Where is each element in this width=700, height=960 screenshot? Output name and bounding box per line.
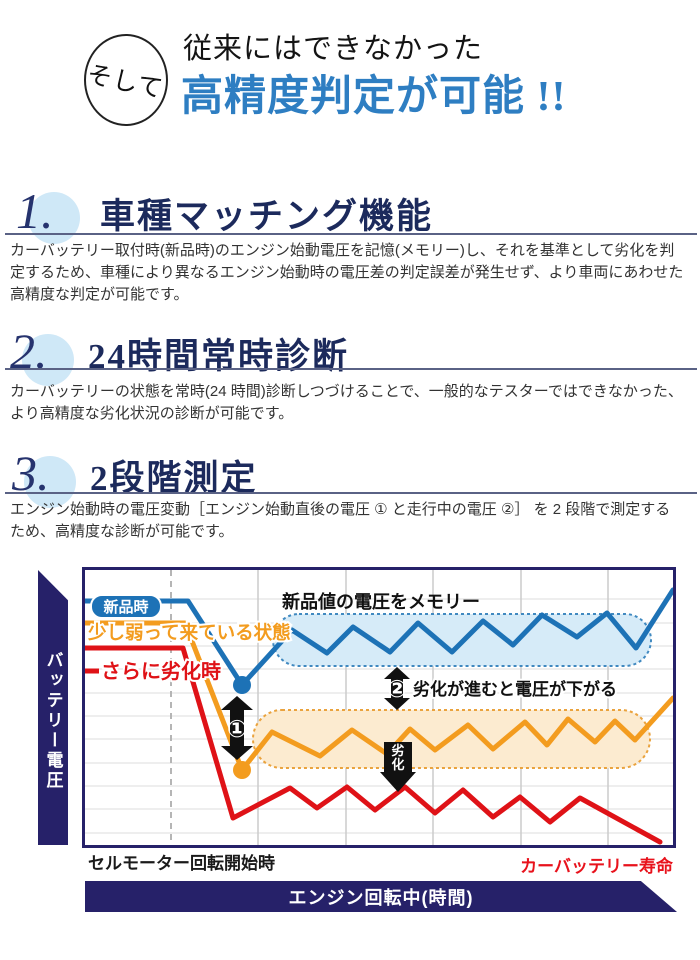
arrow2-double-arrow-icon [384,667,410,710]
series-line-weak [85,620,673,773]
series-line-degraded [85,645,663,845]
section1-body: カーバッテリー取付時(新品時)のエンジン始動電圧を記憶(メモリー)し、それを基準… [10,242,684,303]
decline-arrow-label: 劣化 [391,743,404,772]
soshite-circle: そして [84,34,168,126]
arrow1-label: ① [227,716,247,743]
arrow1-double-arrow-icon [221,696,253,760]
memory-note: 新品値の電圧をメモリー [282,591,480,612]
decline-arrow-box [384,742,412,772]
marker-weak [233,761,251,779]
legend-badge-new [90,594,162,619]
arrow2-label: ② [387,676,407,703]
y-axis-banner: バッテリー電圧 [38,570,68,845]
legend-label-degraded: さらに劣化時 [101,659,221,683]
series-line-new [85,587,673,688]
section3-rule [5,492,697,494]
soshite-label: そして [84,61,167,104]
x-axis-banner: エンジン回転中(時間) [85,881,677,912]
marker-new [233,676,251,694]
x-start-label: セルモーター回転開始時 [88,854,275,873]
section3-number-circle [24,456,76,508]
arrow2-note: 劣化が進むと電圧が下がる [413,679,617,699]
section2-body: カーバッテリーの状態を常時(24 時間)診断しつづけることで、一般的なテスターで… [10,383,683,422]
section2-heading: 24時間常時診断 [88,337,350,376]
section1-number: 1. [16,183,54,239]
section3-number: 3. [12,445,50,501]
y-axis-label: バッテリー電圧 [43,650,63,791]
battery-voltage-plot: ① ② 劣化が進むと電圧が下がる劣化 新品値の電圧をメモリー 新品時少し弱って来ている状… [82,567,676,848]
section3-heading: 2段階測定 [90,459,258,498]
legend-label-new: 新品時 [103,598,148,616]
legend-label-weak: 少し弱って来ている状態 [87,622,291,643]
intro-subtitle: 従来にはできなかった [183,33,484,65]
section2-rule [5,368,697,370]
intro-title: 高精度判定が可能 !! [181,74,567,120]
section1-number-circle [28,192,80,244]
x-end-label: カーバッテリー寿命 [520,857,673,876]
x-axis-label: エンジン回転中(時間) [288,887,474,908]
section2-number-circle [22,334,74,386]
section2-number: 2. [10,323,48,379]
section1-heading: 車種マッチング機能 [100,197,434,236]
section3-body: エンジン始動時の電圧変動［エンジン始動直後の電圧 ① と走行中の電圧 ②］ を … [10,501,671,540]
decline-arrow-head-icon [380,772,416,792]
section1-rule [5,233,697,235]
